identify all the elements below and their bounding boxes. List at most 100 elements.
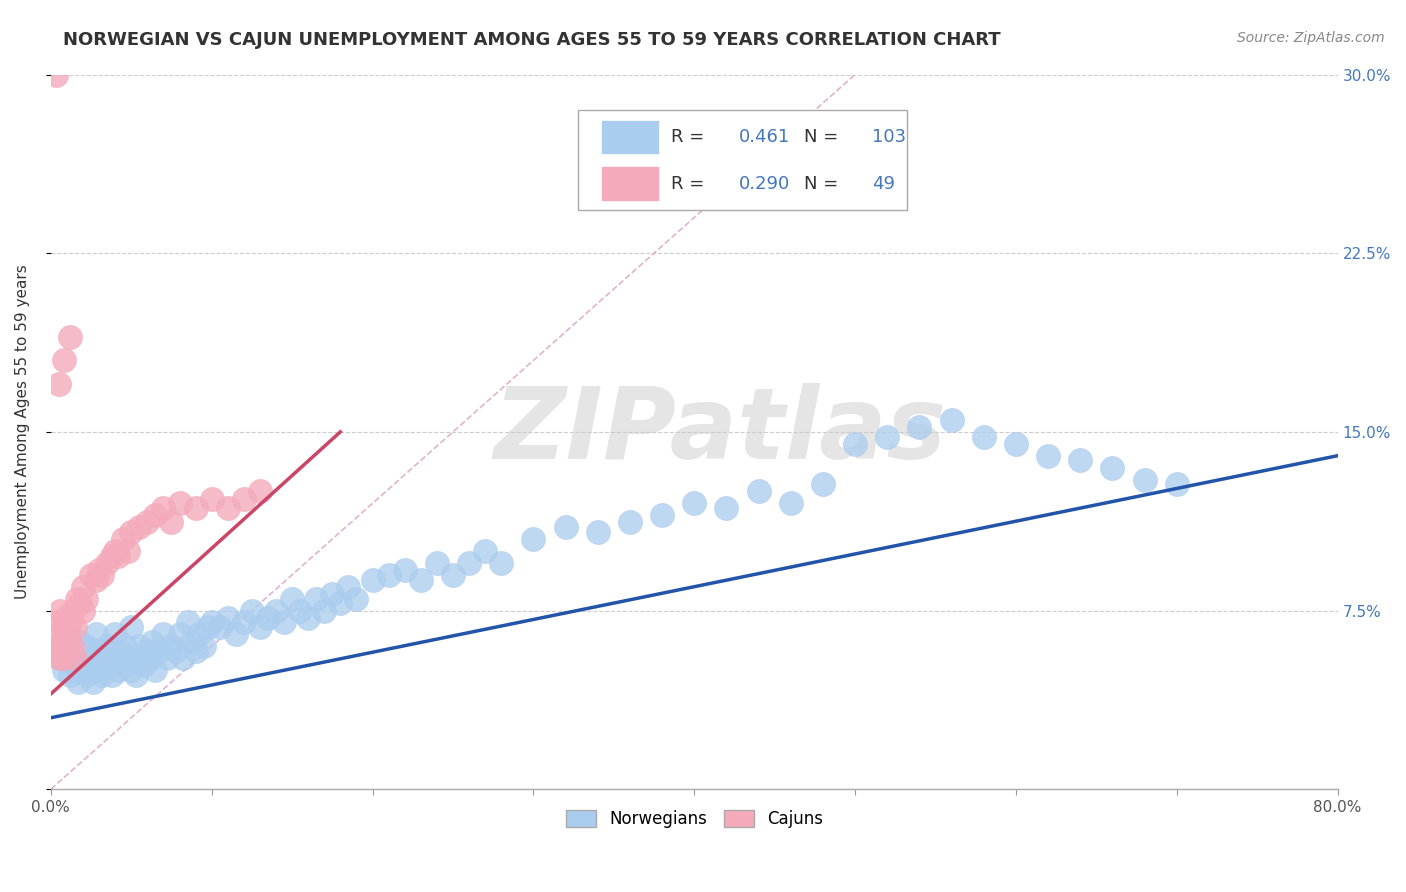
Point [84,573,107,587]
Point [184,501,207,516]
Point [136,516,159,530]
Point [197,620,219,634]
Text: N =: N = [804,128,849,146]
Point [811,477,834,491]
Point [69,596,91,610]
Point [145,663,167,677]
Point [114,640,136,654]
Point [72,651,94,665]
Point [128,520,150,534]
Text: 0.290: 0.290 [740,175,790,193]
Point [91,567,114,582]
Point [169,627,191,641]
Point [59,668,82,682]
Point [165,644,187,658]
Text: R =: R = [671,175,716,193]
Point [128,640,150,654]
Point [160,640,183,654]
Point [208,620,231,634]
Point [281,591,304,606]
Point [75,640,97,654]
Point [908,420,931,434]
Point [273,615,295,630]
Point [87,563,110,577]
Point [554,520,576,534]
Point [91,668,114,682]
Point [394,563,416,577]
Point [232,491,254,506]
Point [56,627,79,641]
Point [52,353,75,368]
Point [337,580,360,594]
Point [45,68,67,82]
Point [129,651,152,665]
Point [201,615,224,630]
Point [181,634,204,648]
Point [346,591,368,606]
Point [489,556,512,570]
Point [93,651,115,665]
Point [112,532,135,546]
Point [48,651,70,665]
Point [193,640,215,654]
Point [101,668,124,682]
Point [53,610,76,624]
Point [60,640,83,654]
Point [97,658,120,673]
Point [176,615,198,630]
Point [72,580,94,594]
Point [169,496,191,510]
Point [1133,473,1156,487]
Point [297,610,319,624]
Point [257,610,280,624]
Text: 0.461: 0.461 [740,128,790,146]
Point [187,627,209,641]
Text: NORWEGIAN VS CAJUN UNEMPLOYMENT AMONG AGES 55 TO 59 YEARS CORRELATION CHART: NORWEGIAN VS CAJUN UNEMPLOYMENT AMONG AG… [63,31,1001,49]
Point [117,544,139,558]
Text: ZIPatlas: ZIPatlas [494,384,946,481]
FancyBboxPatch shape [602,120,658,153]
Text: R =: R = [671,128,716,146]
Point [72,663,94,677]
Text: Source: ZipAtlas.com: Source: ZipAtlas.com [1237,31,1385,45]
Point [104,651,127,665]
Point [149,644,172,658]
Point [458,556,481,570]
Point [249,484,271,499]
Point [58,644,80,658]
Point [716,501,738,516]
Point [748,484,770,499]
Point [145,508,167,523]
Point [361,573,384,587]
Point [201,491,224,506]
Point [973,430,995,444]
Point [249,620,271,634]
Point [217,610,239,624]
Point [112,658,135,673]
Point [941,413,963,427]
Point [329,596,352,610]
Point [134,658,156,673]
Point [45,640,67,654]
Point [101,549,124,563]
Point [844,437,866,451]
Point [651,508,673,523]
Point [108,644,131,658]
Point [117,651,139,665]
Point [80,567,103,582]
Point [125,668,148,682]
Point [141,634,163,648]
Point [75,668,97,682]
FancyBboxPatch shape [578,111,907,211]
Point [80,658,103,673]
Point [56,640,79,654]
Point [120,524,142,539]
Text: 103: 103 [872,128,905,146]
Point [49,603,72,617]
Point [96,640,118,654]
Point [120,620,142,634]
Point [87,644,110,658]
Point [314,603,336,617]
Point [1101,460,1123,475]
Point [377,567,399,582]
